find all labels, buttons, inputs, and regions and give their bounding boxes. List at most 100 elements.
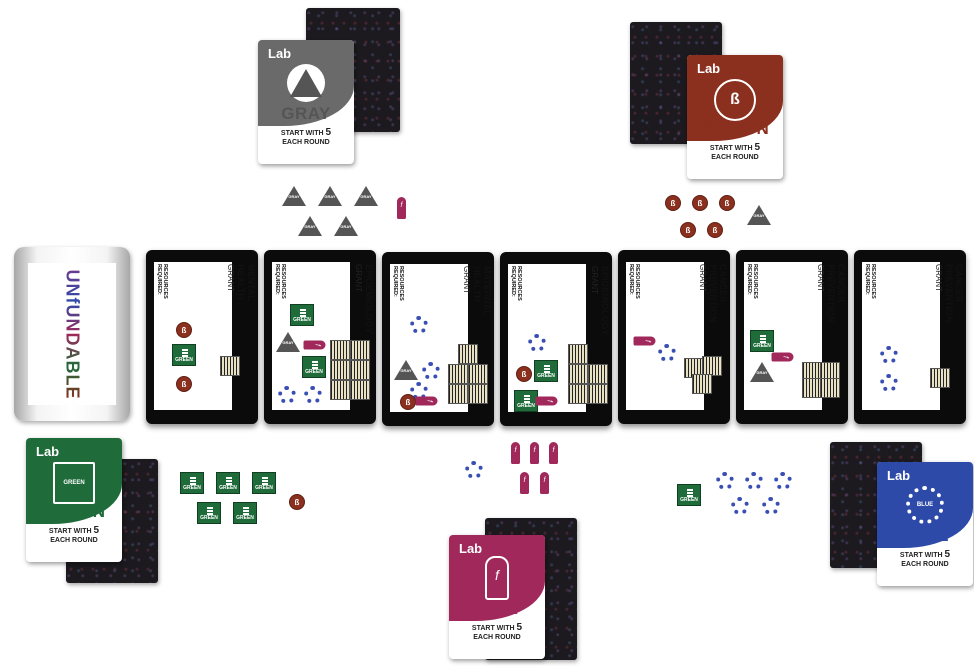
- ivory-resource[interactable]: [350, 360, 370, 380]
- gray-token[interactable]: GRAY: [334, 216, 358, 236]
- blue-token[interactable]: [880, 346, 898, 364]
- green-token[interactable]: GREEN: [180, 472, 204, 494]
- green-token[interactable]: GREEN: [252, 472, 276, 494]
- pink-token[interactable]: f: [511, 442, 520, 464]
- blue-token[interactable]: [422, 362, 440, 380]
- brown-token[interactable]: ß: [289, 494, 305, 510]
- green-token[interactable]: GREEN: [302, 356, 326, 378]
- gray-token[interactable]: GRAY: [354, 186, 378, 206]
- ivory-resource[interactable]: [684, 358, 704, 378]
- pink-token[interactable]: f: [520, 472, 529, 494]
- ivory-resource[interactable]: [802, 378, 822, 398]
- blue-token[interactable]: [304, 386, 322, 404]
- brown-token[interactable]: ß: [680, 222, 696, 238]
- gray-token[interactable]: GRAY: [750, 362, 774, 382]
- ivory-resource[interactable]: [448, 364, 468, 384]
- brown-token[interactable]: ß: [400, 394, 416, 410]
- grant-card[interactable]: RESOURCES REQUIRED: MATERNAL HEALTH GRANT G…: [382, 252, 494, 426]
- pink-lab-card[interactable]: Lab f PINK START WITH 5 EACH ROUND: [449, 535, 545, 659]
- pink-lab-label: Lab: [459, 541, 483, 556]
- gray-token[interactable]: GRAY: [394, 360, 418, 380]
- pink-token[interactable]: f: [549, 442, 558, 464]
- green-token[interactable]: GREEN: [197, 502, 221, 524]
- ivory-resource[interactable]: [458, 344, 478, 364]
- pink-lab-name: PINK: [475, 599, 519, 618]
- pink-token[interactable]: f: [397, 197, 406, 219]
- ivory-resource[interactable]: [330, 380, 350, 400]
- grant-card[interactable]: RESOURCES REQUIRED: CANCER PREVENTION GRANT: [854, 250, 966, 424]
- brown-emblem: ß: [714, 79, 756, 121]
- brown-token[interactable]: ß: [516, 366, 532, 382]
- green-emblem-label: GREEN: [63, 480, 85, 486]
- ivory-resource[interactable]: [468, 364, 488, 384]
- brown-token[interactable]: ß: [707, 222, 723, 238]
- blue-token[interactable]: [278, 386, 296, 404]
- ivory-resource[interactable]: [588, 384, 608, 404]
- gray-token[interactable]: GRAY: [282, 186, 306, 206]
- grant-card[interactable]: RESOURCES REQUIRED: CANCER PREVENTION GRANT…: [736, 250, 848, 424]
- ivory-resource[interactable]: [350, 340, 370, 360]
- ivory-resource[interactable]: [820, 378, 840, 398]
- ivory-resource[interactable]: [692, 374, 712, 394]
- pink-token[interactable]: f: [633, 336, 656, 346]
- pink-token[interactable]: f: [540, 472, 549, 494]
- ivory-resource[interactable]: [568, 384, 588, 404]
- grant-card[interactable]: RESOURCES REQUIRED: CANCER PREVENTION GRANT…: [618, 250, 730, 424]
- green-token[interactable]: GREEN: [750, 330, 774, 352]
- brown-lab-card[interactable]: Lab ß BROWN START WITH 5 EACH ROUND: [687, 55, 783, 179]
- green-token[interactable]: GREEN: [233, 502, 257, 524]
- brown-token[interactable]: ß: [176, 376, 192, 392]
- ivory-resource[interactable]: [930, 368, 950, 388]
- green-token[interactable]: GREEN: [534, 360, 558, 382]
- blue-token[interactable]: [762, 497, 780, 515]
- ivory-resource[interactable]: [220, 356, 240, 376]
- pink-token[interactable]: f: [535, 396, 558, 406]
- gray-token[interactable]: GRAY: [318, 186, 342, 206]
- blue-token[interactable]: [774, 472, 792, 490]
- gray-lab-card[interactable]: Lab GRAY START WITH 5 EACH ROUND: [258, 40, 354, 164]
- ivory-resource[interactable]: [468, 384, 488, 404]
- green-token[interactable]: GREEN: [677, 484, 701, 506]
- green-token[interactable]: GREEN: [290, 304, 314, 326]
- blue-token[interactable]: [745, 472, 763, 490]
- gray-token[interactable]: GRAY: [747, 205, 771, 225]
- gray-lab-name: GRAY: [281, 104, 331, 123]
- brown-token[interactable]: ß: [665, 195, 681, 211]
- green-token[interactable]: GREEN: [172, 344, 196, 366]
- gray-token[interactable]: GRAY: [276, 332, 300, 352]
- blue-token[interactable]: [880, 374, 898, 392]
- blue-token[interactable]: [716, 472, 734, 490]
- pink-token[interactable]: f: [303, 340, 326, 350]
- blue-token[interactable]: [731, 497, 749, 515]
- blue-token[interactable]: [410, 316, 428, 334]
- ivory-resource[interactable]: [330, 360, 350, 380]
- ivory-resource[interactable]: [568, 364, 588, 384]
- brown-token[interactable]: ß: [692, 195, 708, 211]
- blue-lab-card[interactable]: Lab BLUE BLUE START WITH 5 EACH ROUND: [877, 462, 973, 586]
- ivory-resource[interactable]: [448, 384, 468, 404]
- grant-card[interactable]: RESOURCES REQUIRED: EPIDEMIOLOGY GRANT ß G…: [500, 252, 612, 426]
- pink-token[interactable]: f: [415, 396, 438, 406]
- blue-token[interactable]: [465, 461, 483, 479]
- pink-start-text: START WITH 5 EACH ROUND: [471, 622, 523, 642]
- ivory-resource[interactable]: [820, 362, 840, 382]
- green-token[interactable]: GREEN: [216, 472, 240, 494]
- pink-token[interactable]: f: [771, 352, 794, 362]
- unfundable-deck[interactable]: UNfUNDABLE: [14, 247, 130, 421]
- green-lab-card[interactable]: Lab GREEN GREEN START WITH 5 EACH ROUND: [26, 438, 122, 562]
- green-token[interactable]: GREEN: [514, 390, 538, 412]
- ivory-resource[interactable]: [702, 356, 722, 376]
- grant-card[interactable]: RESOURCES REQUIRED: MENTAL HEALTH GRANT ß G…: [146, 250, 258, 424]
- pink-token[interactable]: f: [530, 442, 539, 464]
- grant-card[interactable]: RESOURCES REQUIRED: EPIDEMIOLOGY GRANT GRE…: [264, 250, 376, 424]
- ivory-resource[interactable]: [568, 344, 588, 364]
- ivory-resource[interactable]: [330, 340, 350, 360]
- bottle-icon: f: [485, 556, 509, 600]
- blue-token[interactable]: [658, 344, 676, 362]
- ivory-resource[interactable]: [588, 364, 608, 384]
- ivory-resource[interactable]: [350, 380, 370, 400]
- gray-token[interactable]: GRAY: [298, 216, 322, 236]
- brown-token[interactable]: ß: [176, 322, 192, 338]
- blue-token[interactable]: [528, 334, 546, 352]
- brown-token[interactable]: ß: [719, 195, 735, 211]
